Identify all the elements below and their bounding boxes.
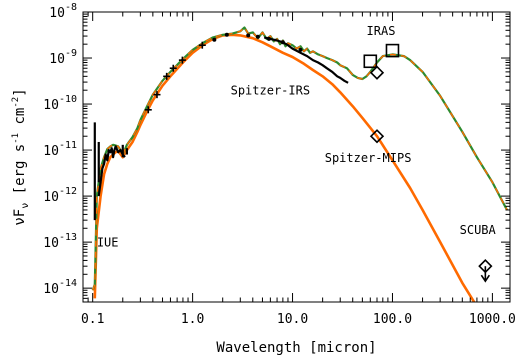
photometry-dot-10 xyxy=(255,34,260,39)
y-axis-title-close: ] xyxy=(12,88,28,96)
y-tick-label: 10-14 xyxy=(43,278,77,297)
y-axis-title-exp1: -1 xyxy=(11,133,21,144)
y-axis-title-sub: ν xyxy=(20,203,31,209)
photometry-plus-3 xyxy=(163,72,171,80)
y-axis-title-open: [erg s xyxy=(12,144,28,203)
series-line-3 xyxy=(92,26,508,291)
plot-frame xyxy=(82,11,511,303)
y-tick-label: 10-8 xyxy=(49,2,77,21)
series-line-5 xyxy=(263,36,349,84)
x-tick-label: 100.0 xyxy=(373,312,412,327)
mips-diamond-2 xyxy=(369,129,385,144)
photometry-dot-9 xyxy=(246,33,251,38)
photometry-plus-1 xyxy=(144,106,152,114)
annotation-spitzer-irs: Spitzer-IRS xyxy=(231,84,310,98)
series-line-1 xyxy=(93,33,476,302)
annotation-scuba: SCUBA xyxy=(460,223,497,237)
y-tick-label: 10-10 xyxy=(43,94,77,113)
annotation-iue: IUE xyxy=(97,236,119,250)
iras-square-1 xyxy=(363,54,378,69)
photometry-dot-13 xyxy=(298,47,303,52)
annotation-iras: IRAS xyxy=(367,24,396,38)
iras-square-2 xyxy=(385,43,400,58)
y-tick-label: 10-11 xyxy=(43,140,77,159)
y-tick-label: 10-9 xyxy=(49,48,77,67)
y-axis-title: νFν [erg s-1 cm-2] xyxy=(11,88,31,225)
x-tick-label: 0.1 xyxy=(81,312,104,327)
annotation-layer: IRAS Spitzer-IRS Spitzer-MIPS IUE SCUBA xyxy=(97,24,497,250)
photometry-plus-4 xyxy=(169,64,177,72)
marker-layer xyxy=(93,32,493,283)
y-axis-title-mid: cm xyxy=(12,108,28,133)
photometry-dot-11 xyxy=(266,36,271,41)
photometry-dot-8 xyxy=(224,32,229,37)
y-tick-label: 10-13 xyxy=(43,232,77,251)
photometry-plus-6 xyxy=(198,41,206,49)
x-tick-label: 1000.0 xyxy=(469,312,516,327)
annotation-spitzer-mips: Spitzer-MIPS xyxy=(325,151,412,165)
photometry-dot-7 xyxy=(212,37,217,42)
photometry-dot-12 xyxy=(280,40,285,45)
x-tick-label: 1.0 xyxy=(181,312,204,327)
y-axis-title-exp2: -2 xyxy=(11,97,21,108)
photometry-plus-5 xyxy=(178,56,186,64)
photometry-plus-2 xyxy=(153,91,161,99)
y-axis-title-main: νF xyxy=(12,209,28,226)
y-tick-label: 10-12 xyxy=(43,186,77,205)
series-layer xyxy=(91,26,508,302)
x-axis-title: Wavelength [micron] xyxy=(216,340,376,356)
mips-diamond-1 xyxy=(369,65,385,80)
x-tick-label: 10.0 xyxy=(277,312,308,327)
scuba-upper-limit xyxy=(478,259,493,283)
series-line-4 xyxy=(97,145,126,197)
tick-layer: 0.1 1.0 10.0 100.0 1000.0 10-14 10-13 10-12 10-1… xyxy=(43,2,516,327)
